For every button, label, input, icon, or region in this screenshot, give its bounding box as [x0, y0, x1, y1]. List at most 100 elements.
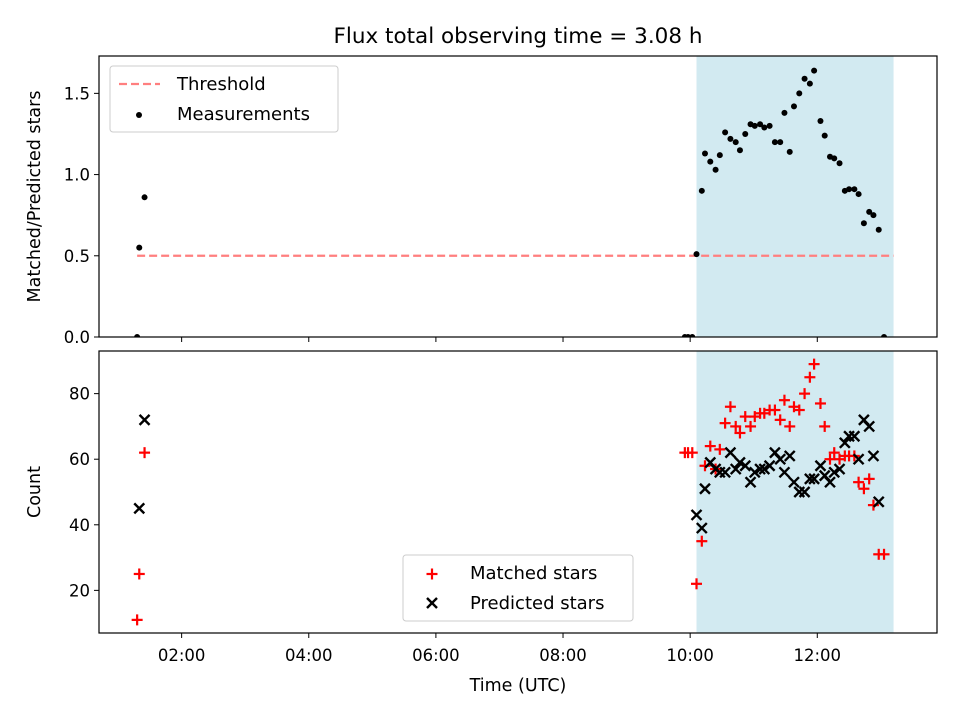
legend-predicted-label: Predicted stars: [470, 593, 604, 614]
y-axis-label: Count: [25, 466, 45, 518]
measurement-point: [716, 152, 723, 159]
predicted-star-marker: [699, 482, 711, 495]
predicted-star-marker: [690, 509, 703, 521]
predicted-star-marker-b: [814, 459, 827, 472]
predicted-star-marker-b: [783, 450, 796, 462]
matched-star-marker: [819, 420, 831, 432]
measurement-point: [875, 226, 882, 233]
matched-star-marker: [745, 420, 757, 432]
predicted-star-marker: [778, 466, 791, 479]
measurement-point: [881, 334, 888, 337]
predicted-star-marker-b: [838, 436, 851, 449]
plot-area: [131, 358, 890, 626]
axes-frame: [98, 55, 938, 338]
predicted-star-marker-b: [788, 476, 800, 489]
legend: Matched stars Predicted stars: [402, 554, 634, 622]
legend-box: [109, 65, 339, 133]
predicted-star-marker: [788, 476, 800, 489]
predicted-star-marker: [729, 463, 742, 475]
legend-predicted-swatch-b: [426, 597, 438, 609]
predicted-star-marker: [739, 459, 752, 472]
axes-frame: [98, 350, 938, 634]
predicted-star-marker-b: [804, 473, 816, 485]
measurement-point: [771, 139, 778, 146]
predicted-star-marker-b: [754, 463, 766, 475]
predicted-star-marker-b: [763, 459, 776, 472]
observing-interval-shade: [696, 351, 894, 633]
measurement-point: [851, 186, 858, 193]
matched-star-marker: [769, 404, 781, 416]
predicted-star-marker: [798, 486, 811, 498]
x-tick-label: 12:00: [794, 646, 842, 665]
legend: Threshold Measurements: [109, 65, 339, 133]
predicted-star-marker-b: [833, 463, 846, 475]
predicted-star-marker: [744, 476, 757, 489]
measurement-point: [757, 121, 764, 128]
measurement-point: [817, 117, 824, 124]
predicted-star-marker-b: [758, 463, 771, 475]
measurement-point: [821, 132, 828, 139]
predicted-star-marker: [852, 453, 865, 466]
matched-star-marker: [696, 535, 708, 547]
measurement-point: [806, 80, 813, 87]
predicted-star-marker: [863, 420, 876, 433]
measurement-point: [712, 166, 719, 173]
predicted-star-marker: [867, 450, 880, 462]
measurement-point: [693, 251, 700, 258]
y-tick-label: 60: [69, 450, 90, 469]
predicted-star-marker: [833, 463, 846, 475]
legend-predicted-swatch: [426, 597, 438, 609]
legend-measurement-swatch: [136, 112, 142, 118]
x-tick-label: 04:00: [285, 646, 333, 665]
predicted-star-marker: [804, 473, 816, 485]
predicted-star-marker-b: [748, 466, 761, 479]
predicted-star-marker-b: [690, 509, 703, 521]
measurement-point: [801, 75, 808, 82]
predicted-star-marker-b: [769, 446, 781, 459]
predicted-star-marker-b: [133, 502, 146, 515]
predicted-star-marker: [724, 446, 737, 459]
matched-star-marker: [858, 483, 870, 495]
y-tick-label: 80: [69, 385, 90, 404]
matched-star-marker: [714, 443, 726, 455]
matched-star-marker: [863, 473, 875, 485]
matched-star-marker: [814, 397, 826, 409]
measurement-point: [860, 220, 867, 227]
x-tick-label: 08:00: [539, 646, 587, 665]
measurement-point: [689, 334, 696, 337]
y-tick-label: 20: [69, 581, 90, 600]
predicted-star-marker: [838, 436, 851, 449]
predicted-star-marker-b: [848, 430, 861, 443]
predicted-star-marker: [872, 495, 885, 508]
measurement-point: [136, 244, 143, 251]
measurement-point: [727, 135, 734, 142]
measurement-point: [831, 155, 838, 162]
legend-threshold-label: Threshold: [176, 74, 266, 95]
plot-area: [134, 67, 894, 337]
predicted-star-marker-b: [778, 466, 791, 479]
x-axis-label: Time (UTC): [469, 676, 567, 696]
predicted-star-marker-b: [739, 459, 752, 472]
y-axis-label: Matched/Predicted stars: [25, 91, 45, 303]
matched-star-marker: [139, 447, 151, 459]
x-tick-label: 06:00: [412, 646, 460, 665]
measurement-point: [701, 150, 708, 157]
predicted-star-marker-b: [138, 414, 151, 426]
predicted-star-marker-b: [858, 414, 870, 426]
measurement-point: [141, 194, 148, 201]
y-tick-label: 1.5: [64, 84, 90, 103]
matched-star-marker: [828, 447, 840, 459]
matched-star-marker: [774, 414, 786, 426]
legend-box: [402, 554, 634, 622]
count-panel: 20 40 60 80 02:00 04:00 06:00 08:00 10:00 12:00 Co…: [25, 350, 938, 696]
predicted-star-marker: [719, 466, 731, 479]
legend-measurement-label: Measurements: [177, 104, 310, 125]
predicted-star-marker-b: [824, 476, 836, 489]
predicted-star-marker-b: [818, 469, 831, 482]
measurement-point: [836, 160, 843, 167]
matched-star-marker: [734, 427, 746, 439]
predicted-star-marker-b: [828, 466, 841, 479]
y-tick-label: 0.5: [64, 247, 90, 266]
matched-star-marker: [133, 568, 145, 580]
legend-matched-swatch: [426, 568, 438, 580]
